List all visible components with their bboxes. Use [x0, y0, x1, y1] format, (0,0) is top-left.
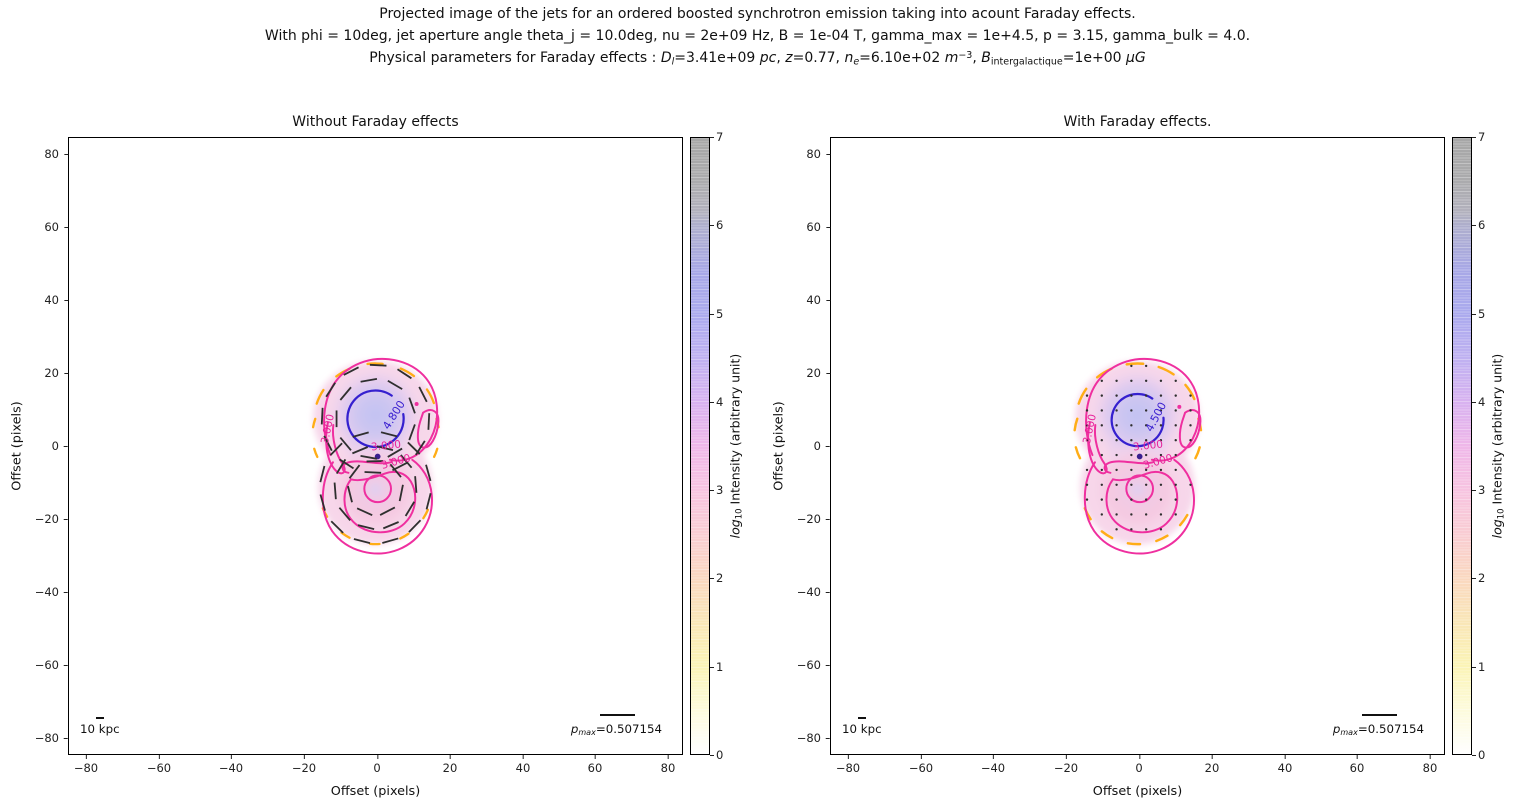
jet-emission-map [1073, 357, 1203, 555]
colorbar-tick-label: 1 [1471, 660, 1486, 674]
y-tick-label: −60 [796, 658, 831, 672]
figure-title-line1: Projected image of the jets for an order… [379, 6, 1136, 22]
scalebar-label: 10 kpc [80, 722, 120, 736]
x-axis-label: Offset (pixels) [1092, 784, 1183, 799]
colorbar-tick-label: 4 [1471, 395, 1486, 409]
intensity-fill [313, 360, 438, 545]
colorbar-label: log10 Intensity (arbitrary unit) [1489, 353, 1507, 539]
x-tick-label: −60 [908, 755, 934, 775]
y-tick-label: −20 [34, 512, 69, 526]
x-tick-label: 20 [1204, 755, 1220, 775]
x-tick-label: −20 [1053, 755, 1079, 775]
pmax-annotation: pmax=0.507154 [1332, 722, 1424, 738]
y-tick-label: 0 [51, 439, 69, 453]
figure-title-line3: Physical parameters for Faraday effects … [369, 50, 1146, 68]
x-tick-label: −20 [291, 755, 317, 775]
x-tick-label: 60 [587, 755, 603, 775]
pmax-annotation: pmax=0.507154 [570, 722, 662, 738]
y-tick-label: 20 [806, 366, 830, 380]
colorbar-tick-label: 6 [709, 218, 724, 232]
x-tick-label: 40 [1277, 755, 1293, 775]
x-tick-label: −80 [835, 755, 861, 775]
plot-area [68, 137, 683, 755]
y-tick-label: 40 [806, 293, 830, 307]
colorbar [690, 137, 710, 755]
x-tick-label: 20 [442, 755, 458, 775]
x-tick-label: 60 [1349, 755, 1365, 775]
colorbar-tick-label: 3 [709, 483, 724, 497]
x-tick-label: −40 [218, 755, 244, 775]
x-tick-label: 0 [373, 755, 381, 775]
y-tick-label: 40 [44, 293, 68, 307]
polarization-vectors [319, 363, 432, 544]
x-tick-label: −60 [146, 755, 172, 775]
colorbar-tick-label: 0 [709, 748, 724, 762]
colorbar-tick-label: 0 [1471, 748, 1486, 762]
y-tick-label: 0 [813, 439, 831, 453]
panel-without-faraday: Without Faraday effects [10, 114, 745, 799]
y-tick-label: −20 [796, 512, 831, 526]
colorbar-tick-label: 7 [709, 130, 724, 144]
colorbar-tick-label: 3 [1471, 483, 1486, 497]
core-contour-dot [1136, 453, 1143, 460]
scalebar [96, 717, 104, 719]
y-tick-label: 60 [44, 220, 68, 234]
y-tick-label: −40 [34, 585, 69, 599]
scalebar [858, 717, 866, 719]
panel-with-faraday: With Faraday effects. [772, 114, 1507, 799]
x-tick-label: −80 [73, 755, 99, 775]
figure-title-line2: With phi = 10deg, jet aperture angle the… [264, 28, 1251, 44]
y-tick-label: −80 [34, 731, 69, 745]
x-tick-label: −40 [980, 755, 1006, 775]
colorbar-tick-label: 6 [1471, 218, 1486, 232]
colorbar-tick-label: 4 [709, 395, 724, 409]
colorbar-tick-label: 2 [1471, 571, 1486, 585]
y-tick-label: 80 [44, 147, 68, 161]
polarization-dots [1085, 364, 1192, 531]
y-tick-label: −60 [34, 658, 69, 672]
y-tick-label: −80 [796, 731, 831, 745]
jet-emission-map [311, 357, 441, 555]
pmax-reference-line [1362, 714, 1397, 716]
plot-area [830, 137, 1445, 755]
colorbar [1452, 137, 1472, 755]
contour-4500-blue [1110, 392, 1165, 448]
colorbar-label: log10 Intensity (arbitrary unit) [727, 353, 745, 539]
scalebar-label: 10 kpc [842, 722, 882, 736]
y-axis-label: Offset (pixels) [771, 401, 787, 491]
colorbar-tick-label: 2 [709, 571, 724, 585]
x-tick-label: 80 [1422, 755, 1438, 775]
panel-title: With Faraday effects. [1063, 114, 1212, 130]
colorbar-tick-label: 7 [1471, 130, 1486, 144]
x-tick-label: 0 [1135, 755, 1143, 775]
pmax-reference-line [600, 714, 635, 716]
colorbar-tick-label: 1 [709, 660, 724, 674]
contour-3000-pink [1083, 357, 1202, 555]
y-axis-label: Offset (pixels) [9, 401, 25, 491]
y-tick-label: 80 [806, 147, 830, 161]
contour-4800-blue [346, 389, 405, 449]
colorbar-tick-label: 5 [709, 307, 724, 321]
x-axis-label: Offset (pixels) [330, 784, 421, 799]
x-tick-label: 40 [515, 755, 531, 775]
y-tick-label: 20 [44, 366, 68, 380]
x-tick-label: 80 [660, 755, 676, 775]
panel-title: Without Faraday effects [292, 114, 459, 130]
y-tick-label: 60 [806, 220, 830, 234]
y-tick-label: −40 [796, 585, 831, 599]
colorbar-tick-label: 5 [1471, 307, 1486, 321]
